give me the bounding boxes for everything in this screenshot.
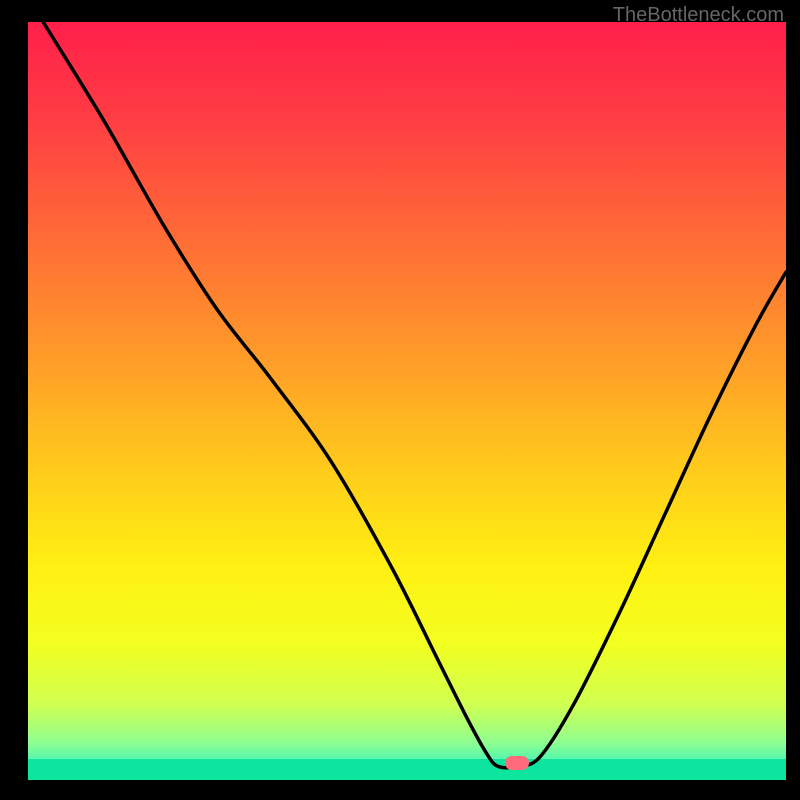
current-config-marker [505,756,529,770]
bottleneck-chart [28,22,786,780]
bottleneck-curve [28,22,786,780]
watermark-text: TheBottleneck.com [613,4,784,27]
